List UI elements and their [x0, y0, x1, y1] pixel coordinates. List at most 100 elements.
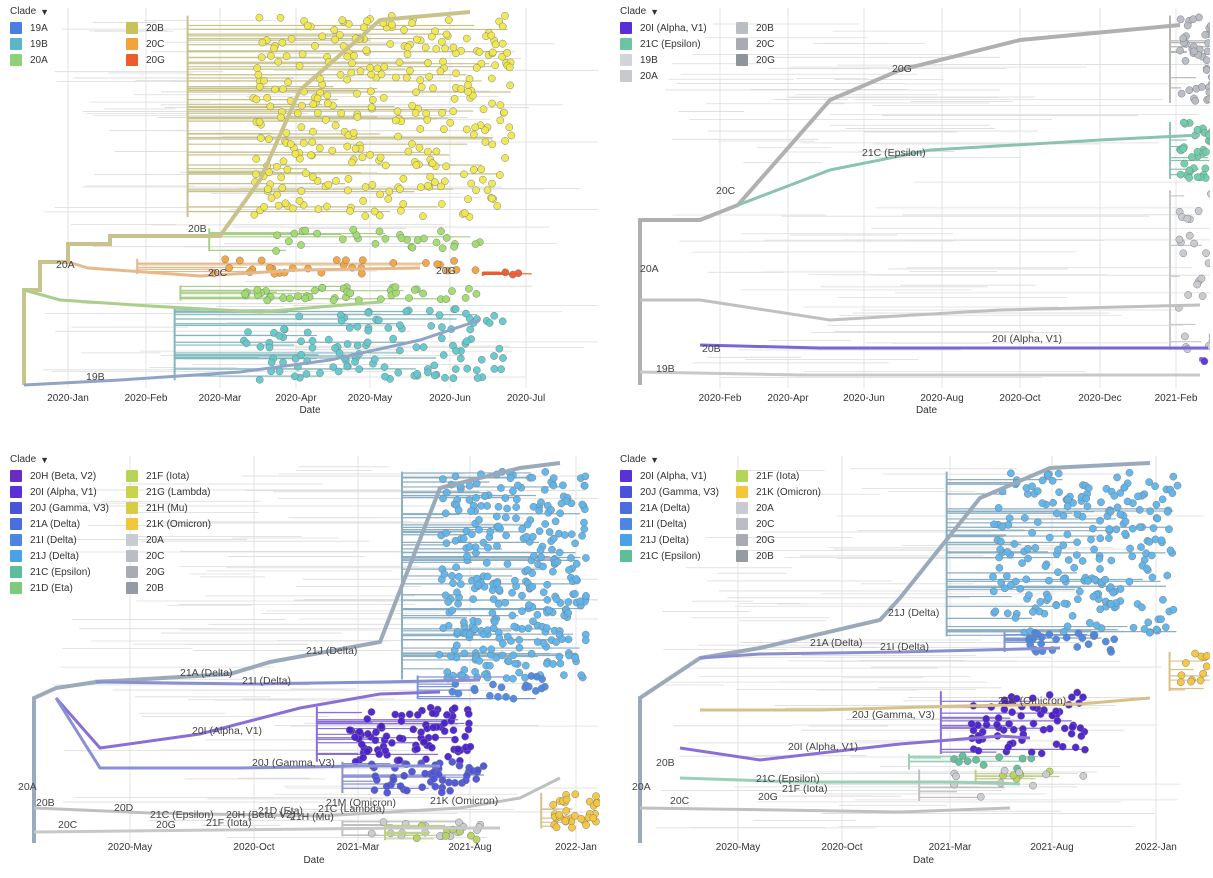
legend-item[interactable]: 21J (Delta) — [10, 549, 126, 563]
tip-point — [267, 358, 276, 367]
legend-item[interactable]: 20G — [736, 53, 852, 67]
legend-item[interactable]: 20C — [126, 549, 242, 563]
tip-point — [475, 525, 483, 534]
legend-item[interactable]: 20B — [736, 21, 852, 35]
legend-item[interactable]: 20G — [126, 565, 242, 579]
tip-point — [537, 553, 545, 562]
tip-point — [1085, 618, 1094, 627]
legend-item[interactable]: 21F (Iota) — [126, 469, 242, 483]
tip-point — [1036, 597, 1045, 606]
legend-item[interactable]: 20I (Alpha, V1) — [10, 485, 126, 499]
legend-item[interactable]: 20J (Gamma, V3) — [620, 485, 736, 499]
tip-point — [367, 829, 376, 838]
x-tick-label: 2020-Jul — [507, 393, 545, 404]
tip-point — [348, 59, 356, 68]
legend-item[interactable]: 20C — [126, 37, 242, 51]
legend-item[interactable]: 21G (Lambda) — [126, 485, 242, 499]
chevron-down-icon[interactable]: ▼ — [650, 6, 660, 17]
legend-item[interactable]: 21K (Omicron) — [736, 485, 852, 499]
legend-item[interactable]: 21C (Epsilon) — [620, 549, 736, 563]
chevron-down-icon[interactable]: ▼ — [650, 454, 660, 465]
legend-item[interactable]: 21H (Mu) — [126, 501, 242, 515]
legend-item[interactable]: 21A (Delta) — [620, 501, 736, 515]
tip-point — [389, 775, 398, 784]
tip-point — [1202, 66, 1210, 74]
tip-point — [413, 745, 421, 753]
legend-item[interactable]: 20A — [736, 501, 852, 515]
legend-item[interactable]: 21K (Omicron) — [126, 517, 242, 531]
legend-item[interactable]: 20B — [126, 581, 242, 595]
tip-point — [472, 290, 481, 298]
legend-item[interactable]: 19B — [620, 53, 736, 67]
legend-item[interactable]: 19A — [10, 21, 126, 35]
legend-item[interactable]: 20I (Alpha, V1) — [620, 469, 736, 483]
tip-point — [301, 226, 310, 235]
legend-title[interactable]: Clade ▼ — [10, 6, 242, 17]
tip-point — [276, 13, 285, 22]
branch-label: 21I (Delta) — [242, 675, 291, 687]
legend-item[interactable]: 20G — [126, 53, 242, 67]
tip-point — [1191, 649, 1199, 658]
legend-item[interactable]: 21I (Delta) — [620, 517, 736, 531]
tip-point — [991, 607, 1000, 616]
x-tick-label: 2020-Mar — [199, 393, 242, 404]
legend-item[interactable]: 20B — [736, 549, 852, 563]
legend-item[interactable]: 20C — [736, 37, 852, 51]
x-tick-label: 2020-Jun — [843, 393, 885, 404]
legend-title[interactable]: Clade ▼ — [10, 454, 242, 465]
tip-point — [468, 530, 476, 539]
tip-point — [1040, 706, 1048, 714]
branch-label: 19B — [656, 363, 675, 375]
legend-item[interactable]: 21I (Delta) — [10, 533, 126, 547]
legend-item[interactable]: 20H (Beta, V2) — [10, 469, 126, 483]
legend-item[interactable]: 20J (Gamma, V3) — [10, 501, 126, 515]
legend-title[interactable]: Clade ▼ — [620, 6, 852, 17]
branch-label: 19B — [86, 371, 105, 383]
chevron-down-icon[interactable]: ▼ — [40, 6, 50, 17]
branch-label: 20B — [36, 797, 55, 809]
tip-point — [481, 126, 489, 135]
tip-point — [552, 823, 561, 832]
legend-item[interactable]: 21J (Delta) — [620, 533, 736, 547]
legend-item[interactable]: 21C (Epsilon) — [620, 37, 736, 51]
tip-point — [370, 207, 379, 216]
branch-label: 21I (Delta) — [880, 641, 929, 653]
branch-label: 21F (Iota) — [782, 783, 828, 795]
tip-point — [297, 337, 305, 346]
legend-item[interactable]: 20I (Alpha, V1) — [620, 21, 736, 35]
tip-point — [442, 832, 450, 840]
legend-item[interactable]: 20B — [126, 21, 242, 35]
tip-point — [1181, 332, 1189, 341]
tip-point — [331, 121, 340, 130]
tip-point — [426, 173, 435, 181]
legend-swatch — [126, 486, 138, 498]
tip-point — [391, 116, 400, 125]
tip-point — [420, 234, 428, 243]
legend-item[interactable]: 21A (Delta) — [10, 517, 126, 531]
tip-point — [1022, 575, 1031, 584]
tip-point — [465, 284, 473, 293]
legend-item[interactable]: 21C (Epsilon) — [10, 565, 126, 579]
legend-title[interactable]: Clade ▼ — [620, 454, 852, 465]
chevron-down-icon[interactable]: ▼ — [40, 454, 50, 465]
tip-point — [527, 649, 536, 658]
tip-point — [454, 572, 463, 581]
legend-item[interactable]: 21D (Eta) — [10, 581, 126, 595]
tip-point — [302, 370, 311, 378]
tip-point — [257, 256, 266, 265]
legend-item[interactable]: 19B — [10, 37, 126, 51]
legend-item[interactable]: 20A — [620, 69, 736, 83]
tip-point — [1063, 530, 1072, 539]
tip-point — [361, 183, 370, 191]
tip-point — [535, 527, 544, 535]
tip-point — [1054, 568, 1062, 577]
tip-point — [524, 624, 533, 633]
tip-point — [549, 800, 558, 809]
legend-item[interactable]: 20A — [126, 533, 242, 547]
legend-item[interactable]: 21F (Iota) — [736, 469, 852, 483]
legend-item[interactable]: 20G — [736, 533, 852, 547]
legend-item[interactable]: 20A — [10, 53, 126, 67]
tip-point — [1121, 517, 1130, 526]
tip-point — [393, 107, 402, 116]
legend-item[interactable]: 20C — [736, 517, 852, 531]
